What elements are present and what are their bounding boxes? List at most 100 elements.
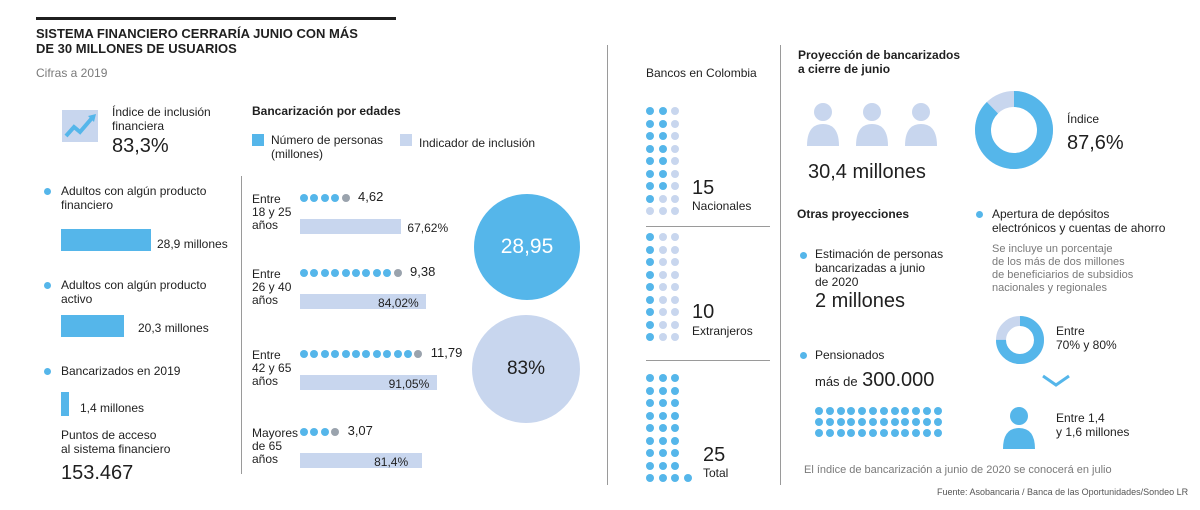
stat-label: Adultos con algún producto financiero [61, 184, 207, 212]
bank-dot [658, 461, 667, 470]
people-dot [393, 350, 402, 358]
banks-title: Bancos en Colombia [646, 66, 757, 80]
pension-dot [890, 407, 899, 415]
pension-dot [869, 428, 877, 437]
pension-dot [933, 407, 942, 415]
bank-dot [658, 169, 667, 178]
pension-dot [869, 417, 877, 426]
people-dot [393, 269, 402, 277]
pension-prefix: más de [815, 374, 858, 389]
bank-dot [646, 157, 654, 165]
legend-index-swatch [400, 134, 412, 146]
bank-dot [646, 207, 654, 215]
ages-chart: Entre 18 y 25 años 4,62 67,62% Entre 26 y 40 añ… [242, 180, 472, 480]
bank-dot [646, 474, 654, 482]
people-dot [414, 350, 423, 358]
people-dot [320, 269, 329, 277]
bank-dot [658, 132, 667, 140]
bank-dot [658, 119, 667, 128]
total-dot-grid [646, 374, 706, 482]
age-category-label: años [252, 452, 279, 466]
bank-dot [658, 144, 667, 153]
pension-dot [933, 417, 942, 426]
bank-dot [646, 295, 654, 304]
access-label: Puntos de acceso al sistema financiero [61, 428, 171, 456]
bank-dot [646, 424, 654, 432]
stat-bar [61, 315, 124, 337]
pension-dot [847, 417, 856, 426]
ages-axis [241, 176, 242, 474]
age-category-label: Mayores [252, 426, 299, 440]
pension-dot [815, 428, 823, 437]
bank-dot [671, 144, 679, 153]
bank-dot [646, 320, 654, 329]
divider [780, 45, 781, 485]
bank-dot [671, 107, 679, 115]
bank-dot [671, 449, 679, 457]
bank-dot [658, 157, 667, 165]
pension-dot [912, 417, 921, 426]
bank-dot [646, 144, 654, 153]
projection-title: Proyección de bancarizados a cierre de j… [798, 48, 961, 76]
stat-bar [61, 392, 69, 416]
bank-dot [671, 399, 679, 407]
people-dot [372, 269, 381, 277]
bank-dot [658, 270, 667, 279]
people-dot [341, 194, 350, 202]
bank-dot [658, 233, 667, 241]
foreign-count: 10 [692, 301, 715, 323]
bank-dot [671, 169, 679, 178]
age-category-label: 42 y 65 [252, 361, 292, 375]
bank-dot [671, 182, 679, 190]
pension-dot [879, 407, 888, 415]
bank-dot [671, 333, 679, 341]
bank-dot [646, 399, 654, 407]
bank-dot [646, 411, 654, 420]
pension-dot [847, 428, 856, 437]
bank-dot [658, 245, 667, 254]
age-category-label: 18 y 25 [252, 205, 292, 219]
legend-people-swatch [252, 134, 264, 146]
people-dot [320, 194, 329, 202]
bank-dot [646, 308, 654, 316]
age-category-label: años [252, 218, 279, 232]
legend-index-label: Indicador de inclusión [419, 136, 536, 150]
bank-dot [646, 245, 654, 254]
title-rule [36, 17, 396, 20]
inclusion-bar [300, 219, 402, 234]
people-value-label: 4,62 [358, 189, 384, 204]
bank-dot [671, 411, 679, 420]
foreign-dot-grid [646, 233, 686, 341]
bank-dot [646, 333, 654, 341]
national-count: 15 [692, 177, 715, 199]
index-value: 87,6% [1067, 132, 1124, 154]
inclusion-value: 83,3% [112, 135, 169, 157]
age-category-label: Entre [252, 192, 281, 206]
pension-value: 300.000 [862, 369, 935, 391]
people-dot [310, 269, 319, 277]
people-value-label: 9,38 [410, 264, 436, 279]
ages-title: Bancarización por edades [252, 104, 401, 118]
people-dot [372, 350, 381, 358]
bank-dot [671, 386, 679, 395]
people-dot [331, 194, 340, 202]
projection-people-value: 30,4 millones [808, 161, 926, 183]
bank-dot [671, 320, 679, 329]
national-dot-grid [646, 107, 686, 215]
foreign-label: Extranjeros [692, 324, 753, 338]
people-dot [320, 350, 329, 358]
inclusion-bar [300, 453, 423, 468]
bank-dot [658, 436, 667, 445]
chevron-down-icon [1041, 374, 1071, 393]
bank-dot [646, 169, 654, 178]
estimate-label: Estimación de personas bancarizadas a ju… [815, 247, 944, 289]
bank-dot [671, 258, 679, 266]
stat-label: Bancarizados en 2019 [61, 364, 181, 378]
bank-dot [646, 436, 654, 445]
total-index-value: 83% [506, 358, 546, 379]
pension-dot [901, 428, 910, 437]
bank-dot [646, 194, 654, 203]
total-count: 25 [703, 444, 726, 466]
estimate-bullet [800, 252, 807, 259]
bank-dot [671, 157, 679, 165]
